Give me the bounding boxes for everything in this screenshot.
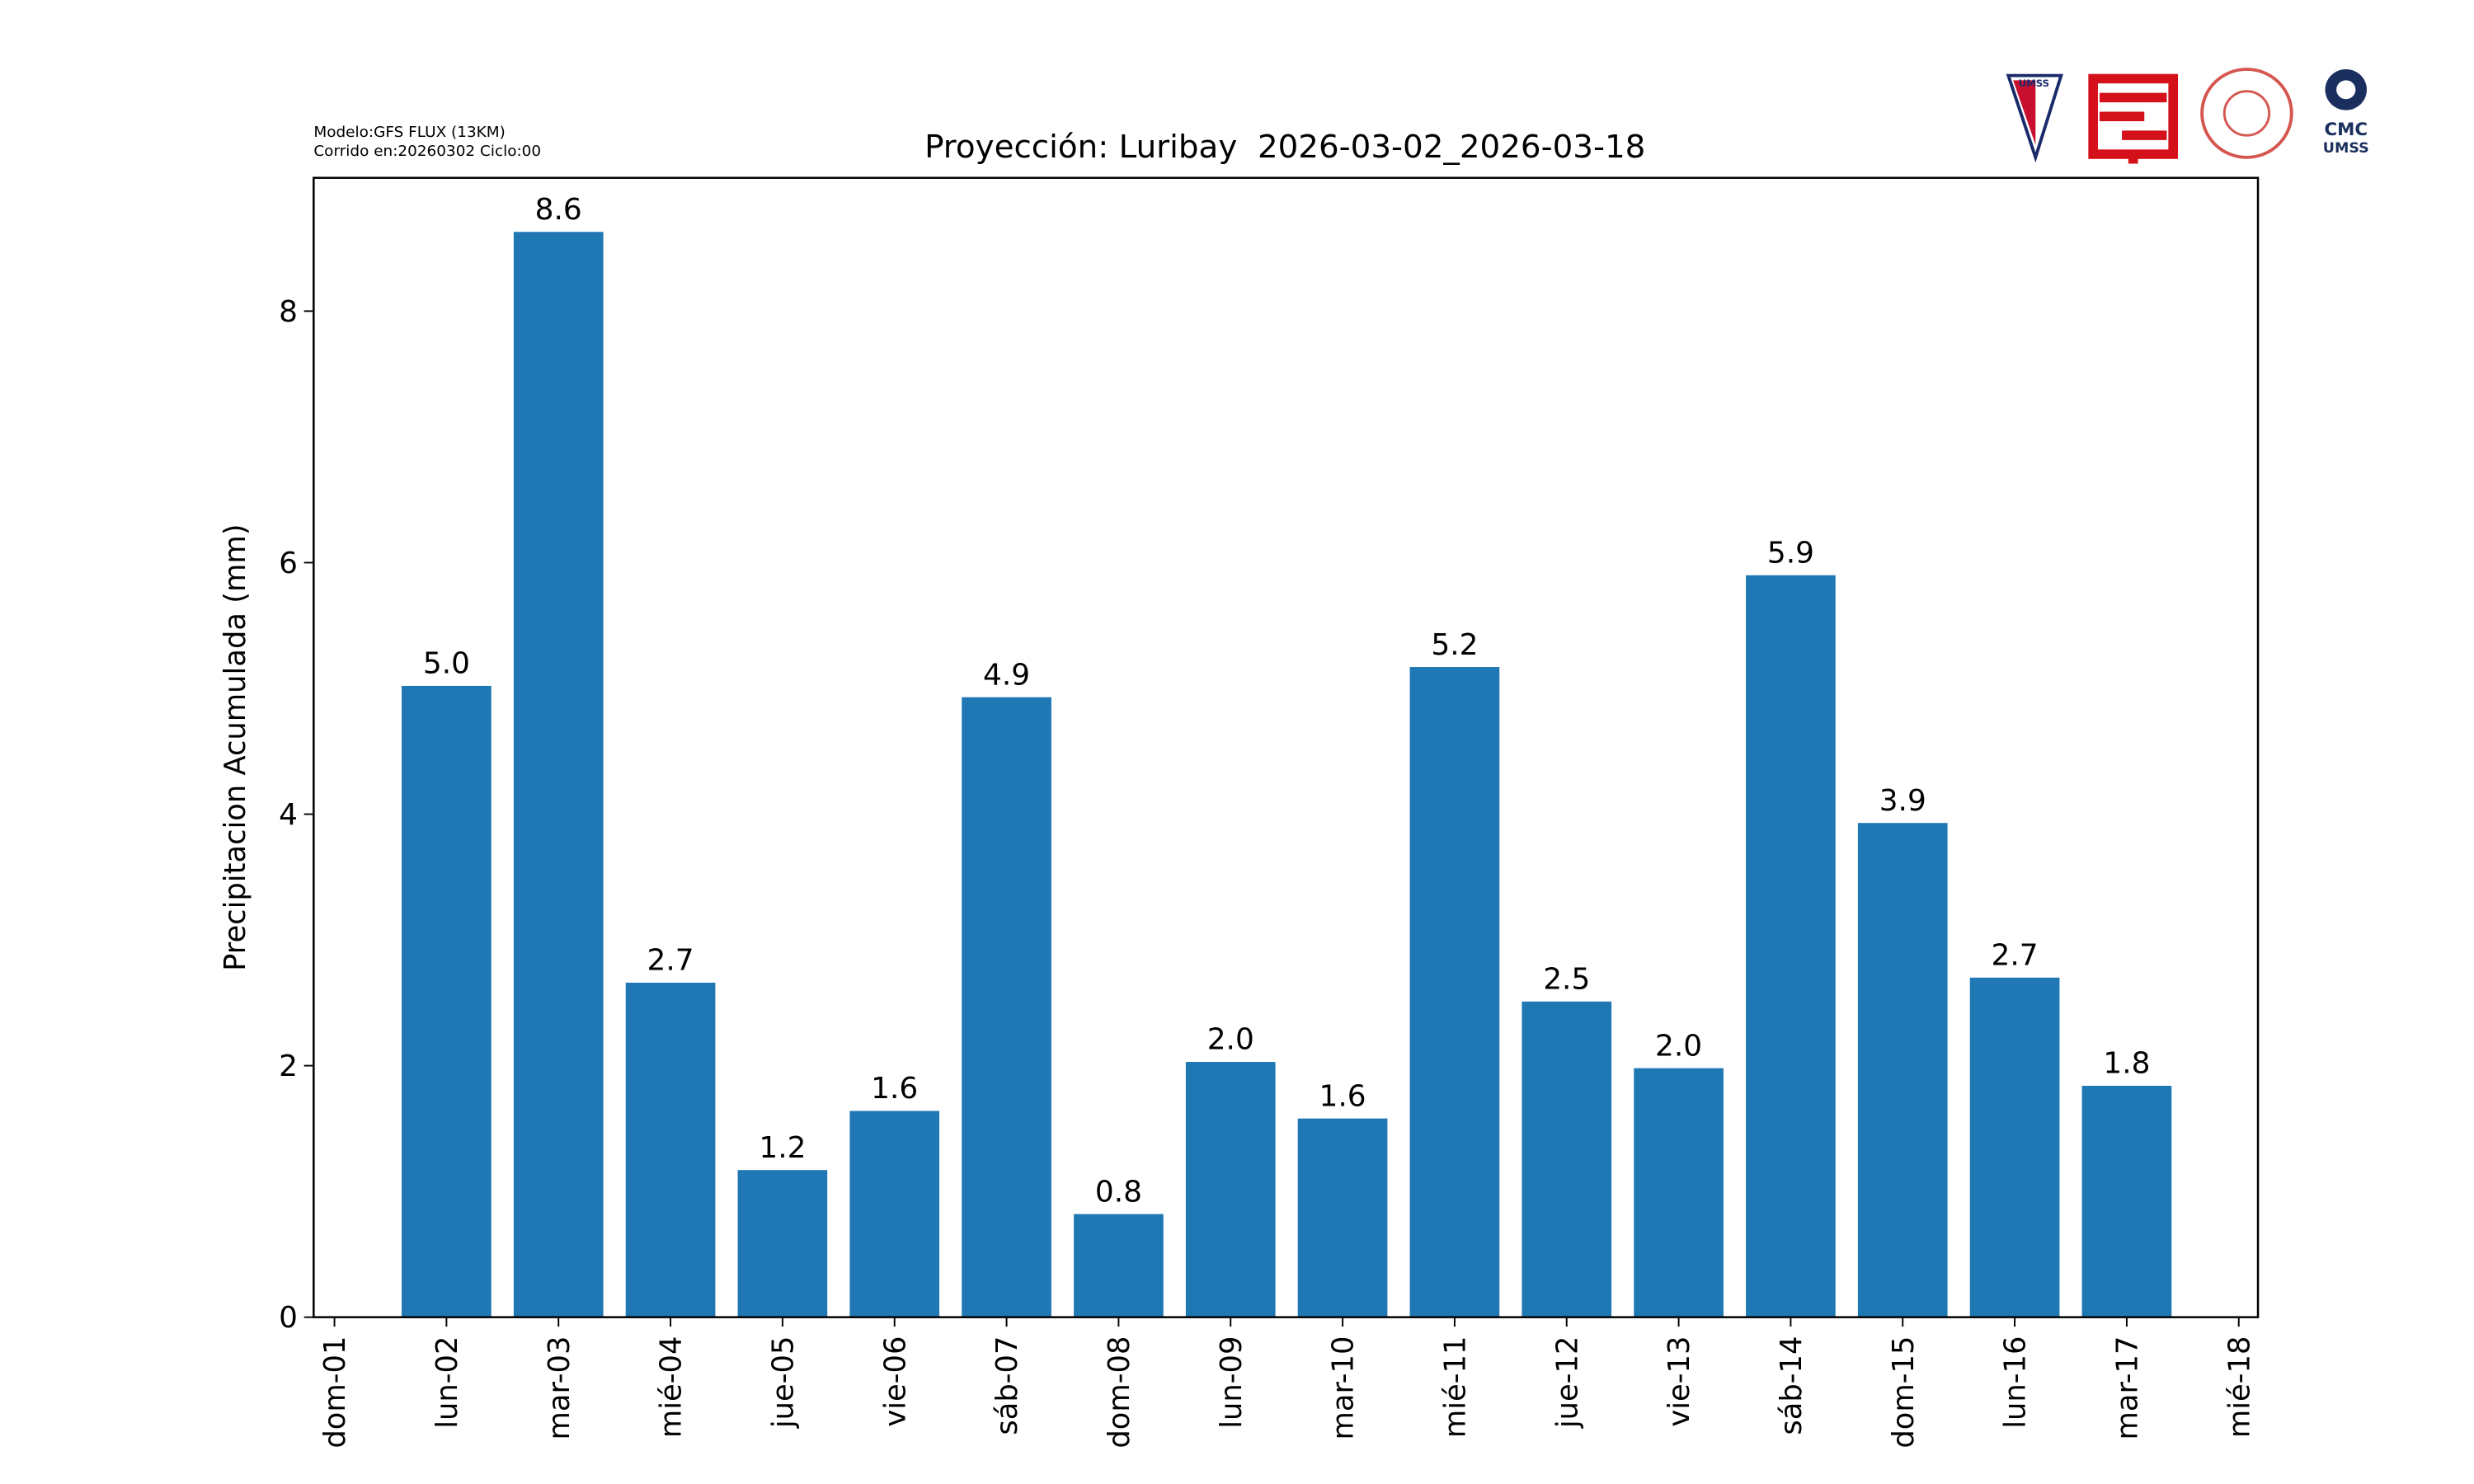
bar [737,1170,828,1317]
bar [1634,1068,1724,1317]
bar [1969,977,2060,1317]
x-tick-label: mié-11 [1438,1336,1472,1439]
logo-seal [2200,68,2293,159]
bar [1746,575,1836,1317]
value-label: 2.5 [1543,963,1590,997]
y-tick-label: 6 [279,547,298,580]
bar [1074,1214,1164,1317]
value-label: 8.6 [535,193,582,227]
bar [402,685,492,1317]
value-label: 1.8 [2103,1047,2150,1081]
logo-cmc: CMC UMSS [2323,68,2369,157]
value-label: 4.9 [983,659,1030,693]
y-tick-label: 2 [279,1050,298,1083]
logo-red [2088,73,2179,164]
x-tick-label: mar-17 [2110,1336,2144,1440]
logo-cmc-sub: UMSS [2323,140,2369,157]
bar [1857,823,1948,1317]
model-note: Modelo:GFS FLUX (13KM) [313,124,506,141]
bar [513,232,604,1317]
value-label: 5.9 [1767,537,1814,571]
logo-umss: UMSS [2006,73,2063,163]
bar [625,982,716,1317]
x-tick-label: lun-09 [1215,1336,1249,1429]
value-label: 5.0 [423,647,470,681]
x-tick-label: mar-03 [543,1336,576,1440]
value-label: 2.7 [1992,939,2039,973]
bar [1185,1062,1276,1317]
x-tick-label: mar-10 [1326,1336,1360,1440]
bar [1522,1001,1612,1317]
y-tick-label: 8 [279,295,298,329]
x-tick-label: dom-08 [1103,1336,1136,1449]
bar [1409,667,1500,1317]
x-tick-label: jue-05 [766,1336,800,1430]
x-tick-label: dom-01 [318,1336,352,1449]
value-label: 0.8 [1095,1176,1142,1209]
value-label: 5.2 [1431,628,1478,662]
value-label: 3.9 [1879,784,1926,818]
bar [1297,1118,1388,1317]
bar [2081,1086,2172,1317]
y-tick-label: 4 [279,798,298,832]
logo-cmc-text: CMC [2324,119,2368,139]
y-tick-label: 0 [279,1301,298,1335]
bar [849,1111,940,1317]
x-tick-label: dom-15 [1887,1336,1921,1449]
x-tick-label: mié-04 [654,1336,688,1439]
x-tick-label: lun-16 [1998,1336,2032,1429]
value-label: 1.6 [1319,1080,1366,1114]
x-tick-label: lun-02 [430,1336,464,1429]
value-label: 2.7 [647,944,694,978]
y-axis-label: Precipitacion Acumulada (mm) [219,524,252,971]
chart-title: Proyección: Luribay 2026-03-02_2026-03-1… [924,129,1645,166]
x-tick-label: vie-06 [878,1336,912,1427]
value-label: 2.0 [1655,1030,1702,1064]
x-tick-label: vie-13 [1663,1336,1696,1427]
logo-umss-text: UMSS [2019,77,2049,89]
x-tick-label: sáb-14 [1775,1336,1808,1435]
value-label: 1.2 [759,1131,806,1165]
x-tick-label: mié-18 [2222,1336,2256,1439]
run-note: Corrido en:20260302 Ciclo:00 [313,143,541,160]
value-label: 1.6 [871,1073,918,1106]
x-tick-label: sáb-07 [990,1336,1024,1435]
plot-frame [313,176,2260,1318]
bar [962,697,1051,1317]
value-label: 2.0 [1207,1023,1254,1057]
x-tick-label: jue-12 [1550,1336,1584,1430]
